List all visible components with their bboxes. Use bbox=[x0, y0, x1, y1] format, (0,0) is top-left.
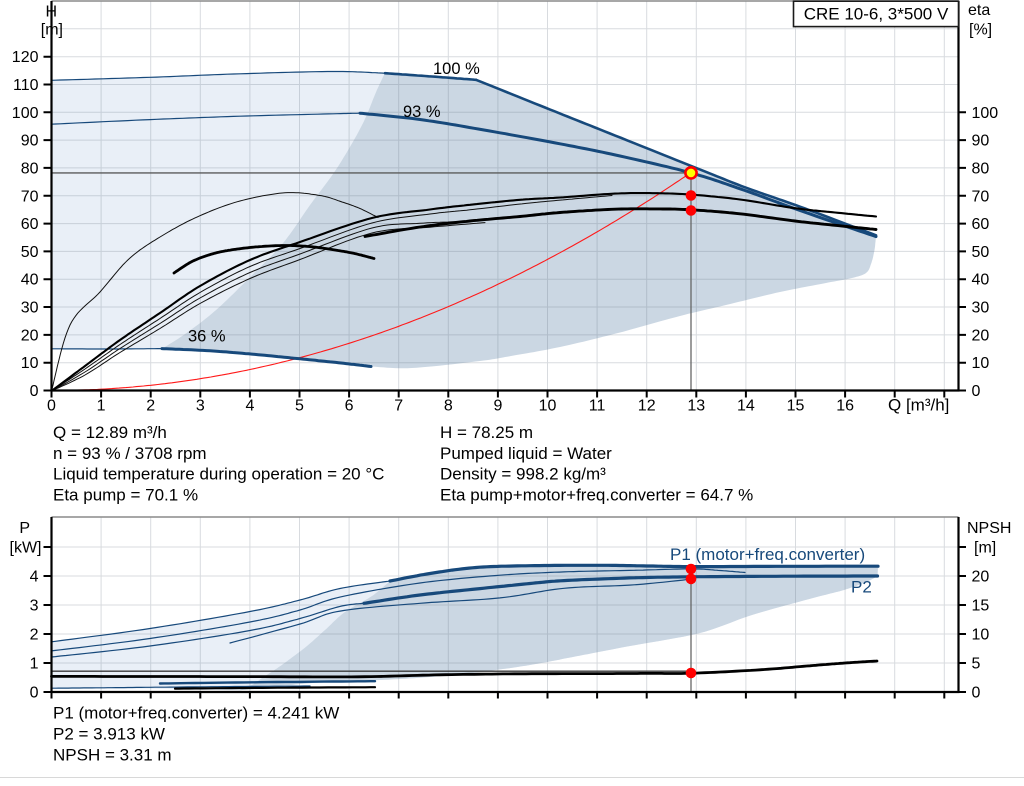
svg-text:4: 4 bbox=[245, 398, 254, 415]
svg-text:80: 80 bbox=[21, 160, 39, 177]
svg-text:10: 10 bbox=[972, 355, 990, 372]
svg-text:80: 80 bbox=[972, 160, 990, 177]
svg-text:5: 5 bbox=[295, 398, 304, 415]
svg-text:40: 40 bbox=[972, 272, 990, 289]
svg-text:H = 78.25 m: H = 78.25 m bbox=[440, 423, 533, 442]
svg-text:11: 11 bbox=[589, 398, 606, 415]
svg-text:10: 10 bbox=[539, 398, 557, 415]
svg-text:14: 14 bbox=[737, 398, 755, 415]
svg-text:3: 3 bbox=[30, 598, 39, 615]
svg-text:15: 15 bbox=[787, 398, 805, 415]
svg-text:6: 6 bbox=[345, 398, 354, 415]
svg-text:2: 2 bbox=[30, 627, 39, 644]
svg-text:20: 20 bbox=[21, 327, 39, 344]
svg-text:50: 50 bbox=[972, 244, 990, 261]
svg-text:P1 (motor+freq.converter) = 4.: P1 (motor+freq.converter) = 4.241 kW bbox=[53, 704, 339, 723]
svg-text:15: 15 bbox=[972, 598, 990, 615]
svg-text:eta: eta bbox=[968, 2, 990, 19]
svg-text:0: 0 bbox=[30, 383, 39, 400]
svg-text:90: 90 bbox=[972, 133, 990, 150]
svg-text:50: 50 bbox=[21, 244, 39, 261]
svg-text:5: 5 bbox=[972, 656, 981, 673]
svg-text:16: 16 bbox=[836, 398, 854, 415]
svg-text:H: H bbox=[45, 4, 57, 21]
svg-text:13: 13 bbox=[687, 398, 705, 415]
svg-text:1: 1 bbox=[97, 398, 106, 415]
svg-text:4: 4 bbox=[30, 569, 39, 586]
svg-text:8: 8 bbox=[444, 398, 453, 415]
svg-text:0: 0 bbox=[972, 685, 981, 702]
svg-text:12: 12 bbox=[638, 398, 656, 415]
svg-text:P1 (motor+freq.converter): P1 (motor+freq.converter) bbox=[670, 545, 865, 564]
svg-text:P2 = 3.913 kW: P2 = 3.913 kW bbox=[53, 725, 165, 744]
svg-text:2: 2 bbox=[146, 398, 155, 415]
svg-text:[%]: [%] bbox=[969, 22, 992, 39]
svg-text:10: 10 bbox=[21, 355, 39, 372]
svg-text:n = 93 % / 3708 rpm: n = 93 % / 3708 rpm bbox=[53, 444, 207, 463]
svg-text:30: 30 bbox=[21, 300, 39, 317]
svg-text:60: 60 bbox=[972, 216, 990, 233]
svg-text:120: 120 bbox=[12, 49, 39, 66]
svg-text:70: 70 bbox=[21, 188, 39, 205]
svg-text:Eta pump = 70.1 %: Eta pump = 70.1 % bbox=[53, 486, 198, 505]
svg-text:[m]: [m] bbox=[41, 22, 63, 39]
svg-text:36 %: 36 % bbox=[188, 328, 226, 346]
svg-text:Q [m³/h]: Q [m³/h] bbox=[888, 396, 949, 415]
svg-text:P2: P2 bbox=[851, 578, 872, 597]
svg-text:60: 60 bbox=[21, 216, 39, 233]
svg-text:0: 0 bbox=[972, 383, 981, 400]
svg-text:P: P bbox=[19, 520, 30, 537]
svg-text:NPSH: NPSH bbox=[967, 520, 1011, 537]
svg-text:90: 90 bbox=[21, 133, 39, 150]
svg-text:Pumped liquid = Water: Pumped liquid = Water bbox=[440, 444, 612, 463]
svg-text:NPSH = 3.31 m: NPSH = 3.31 m bbox=[53, 745, 172, 764]
svg-text:7: 7 bbox=[394, 398, 403, 415]
svg-text:Density = 998.2 kg/m³: Density = 998.2 kg/m³ bbox=[440, 465, 606, 484]
svg-text:0: 0 bbox=[47, 398, 56, 415]
svg-text:CRE 10-6, 3*500 V: CRE 10-6, 3*500 V bbox=[804, 5, 949, 24]
svg-text:0: 0 bbox=[30, 685, 39, 702]
svg-text:[kW]: [kW] bbox=[10, 540, 42, 557]
svg-text:[m]: [m] bbox=[974, 540, 996, 557]
svg-text:93 %: 93 % bbox=[403, 103, 441, 121]
svg-text:100 %: 100 % bbox=[433, 60, 480, 78]
svg-text:Liquid temperature during oper: Liquid temperature during operation = 20… bbox=[53, 465, 384, 484]
svg-text:1: 1 bbox=[30, 656, 39, 673]
svg-text:Eta pump+motor+freq.converter: Eta pump+motor+freq.converter = 64.7 % bbox=[440, 486, 753, 505]
svg-text:110: 110 bbox=[13, 77, 39, 94]
svg-text:Q = 12.89 m³/h: Q = 12.89 m³/h bbox=[53, 423, 167, 442]
svg-text:70: 70 bbox=[972, 188, 990, 205]
svg-text:100: 100 bbox=[972, 105, 999, 122]
svg-text:100: 100 bbox=[12, 105, 39, 122]
svg-text:10: 10 bbox=[972, 627, 990, 644]
svg-text:20: 20 bbox=[972, 327, 990, 344]
svg-text:9: 9 bbox=[493, 398, 502, 415]
svg-text:20: 20 bbox=[972, 569, 990, 586]
svg-text:3: 3 bbox=[196, 398, 205, 415]
svg-text:40: 40 bbox=[21, 272, 39, 289]
svg-text:30: 30 bbox=[972, 300, 990, 317]
